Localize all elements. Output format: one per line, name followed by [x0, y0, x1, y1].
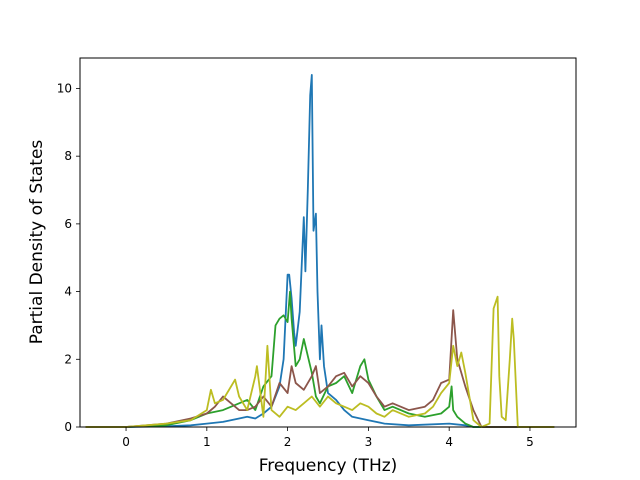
series-layer: [85, 74, 555, 428]
y-tick-label: 8: [64, 149, 72, 163]
y-tick-label: 4: [64, 285, 72, 299]
x-tick-label: 5: [526, 435, 534, 449]
y-axis-label: Partial Density of States: [27, 140, 47, 345]
y-tick-label: 0: [64, 420, 72, 434]
series-line-2: [85, 309, 555, 428]
x-axis-label: Frequency (THz): [259, 456, 398, 476]
x-axis-ticks: 0 1 2 3 4 5: [122, 427, 534, 449]
y-tick-label: 6: [64, 217, 72, 231]
x-tick-label: 4: [445, 435, 453, 449]
y-tick-label: 10: [57, 81, 72, 95]
y-tick-label: 2: [64, 352, 72, 366]
series-line-3: [85, 295, 555, 428]
series-line-0: [85, 74, 555, 428]
x-tick-label: 1: [203, 435, 211, 449]
x-tick-label: 3: [365, 435, 373, 449]
y-axis-ticks: 0 2 4 6 8 10: [57, 81, 80, 434]
plot-frame: [79, 57, 577, 428]
x-tick-label: 0: [122, 435, 130, 449]
x-tick-label: 2: [284, 435, 292, 449]
